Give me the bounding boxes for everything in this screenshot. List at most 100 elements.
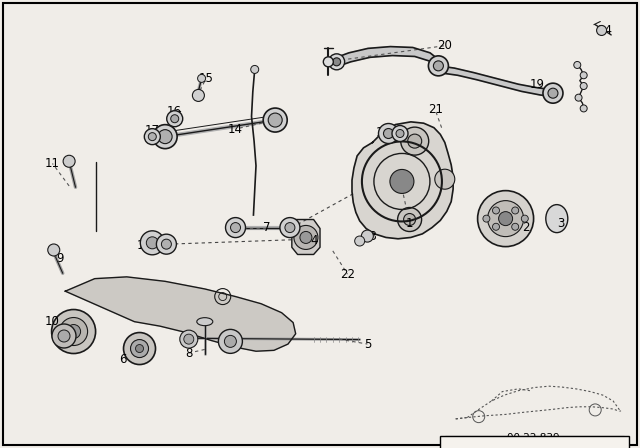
Text: 14: 14 <box>228 122 243 136</box>
Text: 15: 15 <box>198 72 214 85</box>
Polygon shape <box>65 277 296 351</box>
Circle shape <box>574 61 580 69</box>
Text: 5: 5 <box>364 337 371 351</box>
Circle shape <box>428 56 449 76</box>
Circle shape <box>575 94 582 101</box>
Circle shape <box>251 65 259 73</box>
Text: 20: 20 <box>437 39 452 52</box>
Circle shape <box>161 239 172 249</box>
Circle shape <box>184 334 194 344</box>
Circle shape <box>543 83 563 103</box>
Circle shape <box>596 26 607 35</box>
Circle shape <box>323 57 333 67</box>
Circle shape <box>230 223 241 233</box>
Circle shape <box>280 218 300 237</box>
Circle shape <box>408 134 422 148</box>
Text: 23: 23 <box>362 230 378 243</box>
Circle shape <box>512 223 518 230</box>
Text: 6: 6 <box>119 353 127 366</box>
Text: 7: 7 <box>263 221 271 234</box>
Polygon shape <box>438 66 554 97</box>
Circle shape <box>397 207 422 232</box>
Circle shape <box>477 191 534 246</box>
Circle shape <box>153 125 177 149</box>
Polygon shape <box>352 122 453 239</box>
Text: 24: 24 <box>597 24 612 37</box>
Circle shape <box>148 133 156 141</box>
Circle shape <box>147 237 158 249</box>
Text: 8: 8 <box>185 346 193 360</box>
Circle shape <box>433 61 444 71</box>
Text: 19: 19 <box>530 78 545 91</box>
Text: 1: 1 <box>406 216 413 230</box>
Circle shape <box>512 207 518 214</box>
Circle shape <box>390 169 414 194</box>
Circle shape <box>268 113 282 127</box>
Circle shape <box>333 58 340 66</box>
Text: 18: 18 <box>375 125 390 139</box>
Circle shape <box>167 111 183 127</box>
Text: 2: 2 <box>522 221 530 234</box>
Ellipse shape <box>546 205 568 233</box>
Circle shape <box>493 223 499 230</box>
Circle shape <box>483 215 490 222</box>
Text: 21: 21 <box>428 103 443 116</box>
Circle shape <box>435 169 455 189</box>
Circle shape <box>140 231 164 255</box>
Circle shape <box>131 340 148 358</box>
Ellipse shape <box>197 318 212 326</box>
Circle shape <box>329 54 344 70</box>
Text: 13: 13 <box>151 238 166 252</box>
Circle shape <box>383 129 394 138</box>
Circle shape <box>198 74 205 82</box>
Text: 11: 11 <box>45 157 60 170</box>
Circle shape <box>158 129 172 144</box>
Text: 3: 3 <box>557 216 564 230</box>
Circle shape <box>263 108 287 132</box>
Circle shape <box>499 211 513 226</box>
Circle shape <box>548 88 558 98</box>
Circle shape <box>218 329 243 353</box>
Circle shape <box>225 336 236 347</box>
Text: 22: 22 <box>340 267 355 281</box>
Circle shape <box>225 218 246 237</box>
Circle shape <box>156 234 177 254</box>
Circle shape <box>145 129 161 145</box>
Circle shape <box>52 324 76 348</box>
Circle shape <box>124 332 156 365</box>
Circle shape <box>488 201 524 237</box>
Circle shape <box>193 90 204 101</box>
Circle shape <box>392 125 408 142</box>
Circle shape <box>493 207 499 214</box>
Text: 4: 4 <box>310 234 318 247</box>
Circle shape <box>171 115 179 123</box>
Circle shape <box>580 105 587 112</box>
Circle shape <box>58 330 70 342</box>
Circle shape <box>404 214 415 225</box>
Circle shape <box>48 244 60 256</box>
Circle shape <box>52 310 95 353</box>
Circle shape <box>355 236 365 246</box>
Circle shape <box>67 324 81 339</box>
Circle shape <box>580 82 587 90</box>
Text: 10: 10 <box>45 315 60 328</box>
Text: 16: 16 <box>166 104 182 118</box>
Polygon shape <box>337 47 442 70</box>
Circle shape <box>63 155 75 167</box>
Text: 12: 12 <box>136 238 152 252</box>
Circle shape <box>60 318 88 345</box>
Circle shape <box>285 223 295 233</box>
Circle shape <box>401 127 429 155</box>
Text: 00 22 839: 00 22 839 <box>508 433 560 443</box>
Circle shape <box>180 330 198 348</box>
Circle shape <box>378 124 399 143</box>
Circle shape <box>294 225 318 250</box>
Circle shape <box>300 232 312 243</box>
Bar <box>440 436 629 448</box>
Circle shape <box>136 345 143 353</box>
Circle shape <box>396 129 404 138</box>
Circle shape <box>522 215 528 222</box>
Circle shape <box>362 230 373 242</box>
Circle shape <box>580 72 587 79</box>
Polygon shape <box>292 220 320 254</box>
